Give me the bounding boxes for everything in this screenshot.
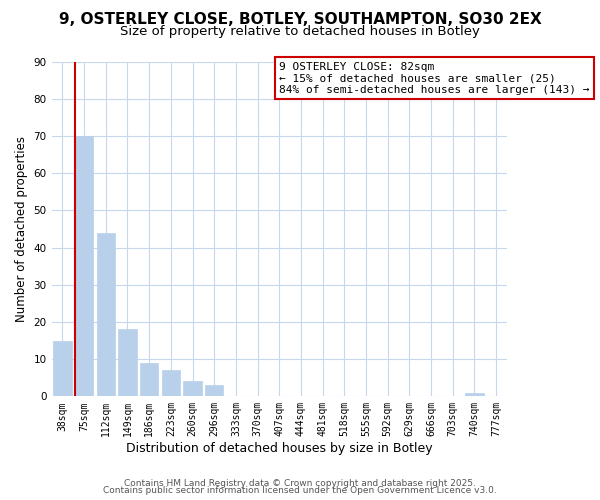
- Y-axis label: Number of detached properties: Number of detached properties: [15, 136, 28, 322]
- Text: 9 OSTERLEY CLOSE: 82sqm
← 15% of detached houses are smaller (25)
84% of semi-de: 9 OSTERLEY CLOSE: 82sqm ← 15% of detache…: [279, 62, 590, 94]
- Bar: [53, 340, 71, 396]
- Bar: [205, 385, 223, 396]
- X-axis label: Distribution of detached houses by size in Botley: Distribution of detached houses by size …: [126, 442, 433, 455]
- Text: Contains public sector information licensed under the Open Government Licence v3: Contains public sector information licen…: [103, 486, 497, 495]
- Bar: [97, 232, 115, 396]
- Bar: [75, 136, 93, 396]
- Bar: [183, 382, 202, 396]
- Bar: [140, 363, 158, 396]
- Bar: [465, 392, 484, 396]
- Bar: [118, 330, 137, 396]
- Bar: [161, 370, 180, 396]
- Text: Size of property relative to detached houses in Botley: Size of property relative to detached ho…: [120, 25, 480, 38]
- Text: Contains HM Land Registry data © Crown copyright and database right 2025.: Contains HM Land Registry data © Crown c…: [124, 478, 476, 488]
- Text: 9, OSTERLEY CLOSE, BOTLEY, SOUTHAMPTON, SO30 2EX: 9, OSTERLEY CLOSE, BOTLEY, SOUTHAMPTON, …: [59, 12, 541, 28]
